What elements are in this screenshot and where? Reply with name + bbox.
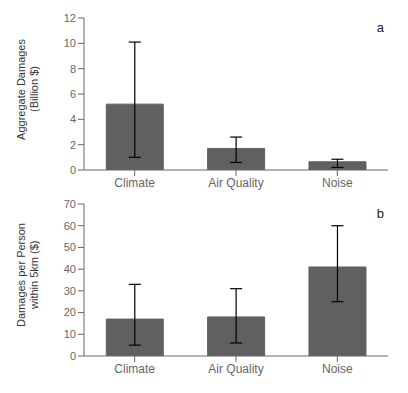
svg-text:70: 70 bbox=[64, 198, 76, 210]
svg-text:Noise: Noise bbox=[322, 362, 353, 376]
svg-text:20: 20 bbox=[64, 306, 76, 318]
svg-text:Climate: Climate bbox=[114, 362, 155, 376]
svg-text:10: 10 bbox=[64, 328, 76, 340]
svg-text:10: 10 bbox=[64, 37, 76, 49]
svg-text:0: 0 bbox=[70, 164, 76, 176]
svg-text:8: 8 bbox=[70, 63, 76, 75]
svg-text:2: 2 bbox=[70, 139, 76, 151]
svg-text:12: 12 bbox=[64, 12, 76, 24]
svg-text:4: 4 bbox=[70, 113, 76, 125]
svg-text:6: 6 bbox=[70, 88, 76, 100]
svg-text:Climate: Climate bbox=[114, 176, 155, 190]
svg-text:Air Quality: Air Quality bbox=[208, 362, 263, 376]
svg-text:Noise: Noise bbox=[322, 176, 353, 190]
svg-text:0: 0 bbox=[70, 350, 76, 362]
svg-text:50: 50 bbox=[64, 241, 76, 253]
svg-text:60: 60 bbox=[64, 220, 76, 232]
svg-text:Air Quality: Air Quality bbox=[208, 176, 263, 190]
html-text:Aggregate Damages (Billion $): Aggregate Damages (Billion $) bbox=[14, 38, 40, 140]
html-text:b: b bbox=[376, 206, 384, 221]
svg-text:30: 30 bbox=[64, 285, 76, 297]
html-text:a: a bbox=[376, 20, 384, 35]
svg-text:40: 40 bbox=[64, 263, 76, 275]
html-text:Damages per Person within 5km: Damages per Person within 5km ($) bbox=[14, 223, 40, 327]
